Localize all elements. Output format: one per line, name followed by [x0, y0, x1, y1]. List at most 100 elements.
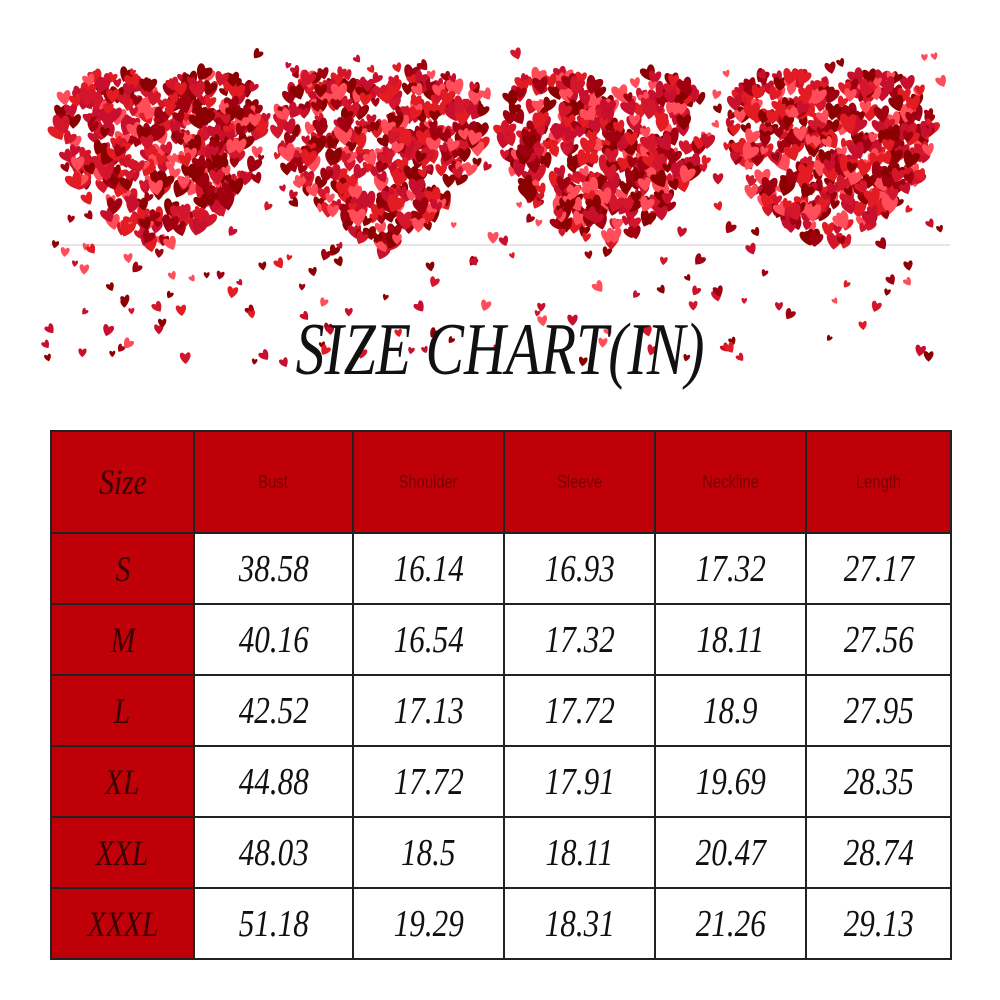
heart-confetti	[284, 131, 297, 146]
heart-confetti	[531, 99, 544, 113]
header-cell: Length	[805, 430, 952, 534]
heart-confetti	[451, 148, 461, 159]
heart-confetti	[100, 110, 116, 128]
heart-confetti	[400, 105, 409, 116]
value-text: 18.11	[545, 831, 614, 874]
value-cell: 27.95	[805, 674, 952, 747]
heart-confetti	[429, 126, 443, 142]
value-text: 38.58	[238, 547, 309, 590]
header-text: Shoulder	[398, 471, 459, 492]
heart-confetti	[288, 101, 304, 119]
heart-confetti	[122, 83, 135, 97]
heart-confetti	[429, 109, 440, 122]
heart-confetti	[289, 189, 298, 200]
value-text: 17.72	[544, 689, 615, 732]
heart-confetti	[326, 147, 343, 165]
heart-confetti	[510, 108, 525, 125]
size-row: M 40.16 16.54 17.32 18.11 27.56	[50, 603, 952, 676]
heart-confetti	[549, 139, 559, 150]
heart-confetti	[177, 175, 190, 189]
heart-confetti	[570, 76, 586, 93]
heart-confetti	[655, 95, 666, 107]
heart-confetti	[640, 97, 651, 109]
heart-confetti	[382, 293, 389, 301]
heart-confetti	[935, 75, 946, 87]
heart-confetti	[760, 145, 769, 156]
heart-confetti	[430, 276, 440, 288]
heart-confetti	[451, 166, 463, 179]
heart-confetti	[578, 86, 590, 99]
heart-confetti	[79, 87, 96, 106]
heart-confetti	[174, 95, 192, 114]
heart-confetti	[603, 326, 612, 335]
value-text: 19.69	[695, 760, 766, 803]
heart-confetti	[508, 100, 522, 115]
heart-confetti	[734, 84, 744, 95]
heart-confetti	[868, 132, 878, 143]
heart-confetti	[564, 126, 579, 142]
heart-confetti	[623, 226, 635, 239]
heart-confetti	[824, 61, 836, 74]
heart-confetti	[147, 91, 161, 106]
heart-confetti	[468, 89, 483, 106]
heart-confetti	[312, 117, 327, 135]
heart-confetti	[41, 339, 50, 349]
heart-confetti	[783, 143, 799, 161]
heart-confetti	[248, 113, 261, 127]
heart-confetti	[915, 344, 926, 357]
heart-confetti	[335, 181, 349, 196]
heart-confetti	[169, 120, 180, 132]
heart-confetti	[771, 193, 783, 206]
heart-confetti	[742, 141, 760, 161]
heart-confetti	[44, 353, 51, 362]
heart-confetti	[741, 297, 748, 304]
heart-confetti	[297, 162, 308, 174]
heart-confetti	[69, 144, 81, 157]
heart-confetti	[501, 120, 517, 138]
heart-confetti	[440, 70, 451, 82]
heart-confetti	[844, 88, 857, 102]
heart-confetti	[878, 150, 892, 165]
heart-confetti	[899, 75, 915, 92]
heart-confetti	[425, 261, 435, 272]
heart-confetti	[656, 284, 665, 294]
heart-confetti	[805, 134, 815, 145]
heart-confetti	[174, 82, 187, 96]
value-cell: 17.91	[503, 745, 656, 818]
heart-confetti	[936, 224, 943, 233]
heart-confetti	[408, 178, 425, 197]
heart-confetti	[836, 58, 845, 67]
value-text: 44.88	[238, 760, 309, 803]
heart-confetti	[298, 283, 306, 291]
heart-confetti	[227, 286, 239, 299]
heart-confetti	[392, 168, 409, 188]
heart-confetti	[823, 159, 836, 172]
heart-confetti	[353, 163, 368, 180]
value-text: 16.93	[544, 547, 615, 590]
heart-confetti	[251, 358, 258, 365]
heart-confetti	[723, 341, 734, 353]
heart-confetti	[830, 199, 840, 210]
value-text: 18.11	[696, 618, 765, 661]
heart-confetti	[840, 113, 857, 132]
heart-confetti	[143, 77, 158, 93]
heart-confetti	[542, 139, 552, 150]
heart-confetti	[833, 224, 843, 235]
heart-confetti	[366, 114, 377, 126]
heart-confetti	[827, 181, 839, 195]
heart-confetti	[166, 153, 177, 165]
heart-confetti	[745, 242, 756, 255]
heart-confetti	[640, 209, 657, 227]
heart-confetti	[359, 92, 373, 107]
heart-confetti	[712, 173, 724, 185]
heart-confetti	[532, 76, 548, 94]
heart-confetti	[117, 343, 126, 352]
heart-confetti	[288, 196, 299, 207]
heart-confetti	[453, 95, 471, 114]
value-text: 21.26	[695, 902, 766, 945]
heart-confetti	[305, 183, 319, 197]
size-cell: M	[50, 603, 195, 676]
heart-confetti	[128, 307, 135, 315]
heart-confetti	[589, 154, 599, 164]
heart-confetti	[745, 128, 761, 146]
